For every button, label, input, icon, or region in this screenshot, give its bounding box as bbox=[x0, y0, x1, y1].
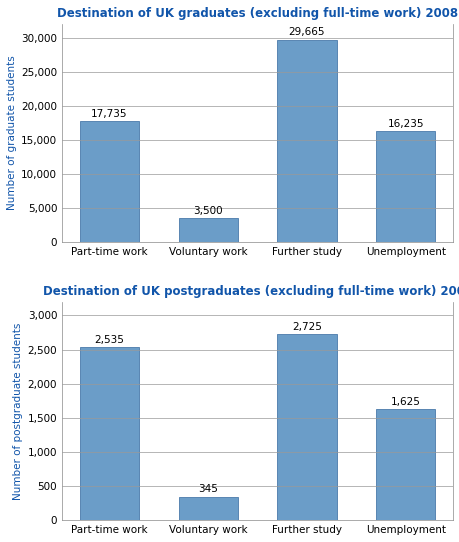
Text: 29,665: 29,665 bbox=[288, 28, 325, 37]
Bar bbox=[277, 40, 336, 242]
Bar bbox=[375, 409, 434, 520]
Text: 16,235: 16,235 bbox=[386, 119, 423, 129]
Bar bbox=[178, 496, 237, 520]
Text: 2,725: 2,725 bbox=[291, 322, 321, 332]
Bar bbox=[80, 121, 139, 242]
Text: 1,625: 1,625 bbox=[390, 397, 420, 407]
Y-axis label: Number of postgraduate students: Number of postgraduate students bbox=[13, 322, 23, 500]
Text: 345: 345 bbox=[198, 484, 218, 494]
Text: 17,735: 17,735 bbox=[91, 109, 128, 119]
Bar bbox=[80, 347, 139, 520]
Y-axis label: Number of graduate students: Number of graduate students bbox=[7, 56, 17, 210]
Bar bbox=[277, 334, 336, 520]
Text: 3,500: 3,500 bbox=[193, 206, 223, 216]
Bar bbox=[178, 218, 237, 242]
Bar bbox=[375, 132, 434, 242]
Title: Destination of UK postgraduates (excluding full-time work) 2008: Destination of UK postgraduates (excludi… bbox=[42, 285, 459, 298]
Title: Destination of UK graduates (excluding full-time work) 2008: Destination of UK graduates (excluding f… bbox=[57, 7, 457, 20]
Text: 2,535: 2,535 bbox=[95, 335, 124, 345]
